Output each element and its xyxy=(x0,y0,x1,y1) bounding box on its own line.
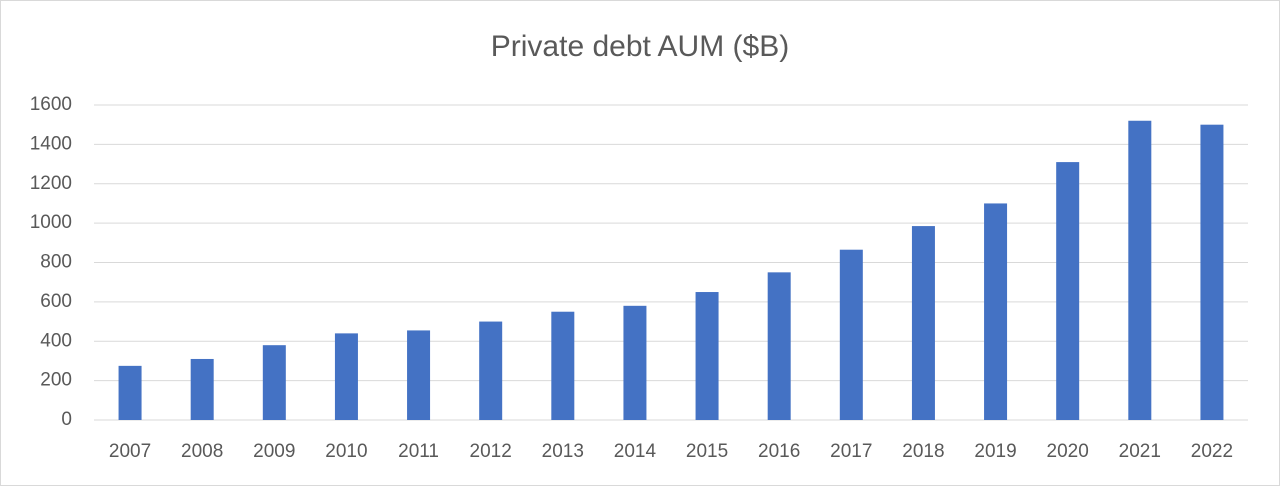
chart-title: Private debt AUM ($B) xyxy=(491,30,789,63)
bar xyxy=(984,203,1008,420)
bar xyxy=(262,345,286,420)
x-tick-label: 2020 xyxy=(1047,441,1089,462)
x-tick-label: 2022 xyxy=(1191,441,1233,462)
bar xyxy=(479,321,503,420)
x-tick-label: 2021 xyxy=(1119,441,1161,462)
x-tick-label: 2013 xyxy=(542,441,584,462)
bar xyxy=(1128,120,1152,420)
x-tick-label: 2017 xyxy=(830,441,872,462)
x-tick-label: 2008 xyxy=(181,441,223,462)
x-tick-label: 2016 xyxy=(758,441,800,462)
x-tick-label: 2012 xyxy=(470,441,512,462)
x-tick-label: 2007 xyxy=(109,441,151,462)
x-tick-label: 2010 xyxy=(325,441,367,462)
y-tick-label: 1000 xyxy=(30,212,72,233)
y-tick-label: 1400 xyxy=(30,133,72,154)
x-tick-label: 2014 xyxy=(614,441,657,462)
x-tick-label: 2011 xyxy=(398,441,439,462)
bar xyxy=(695,292,719,420)
y-tick-label: 600 xyxy=(40,291,72,312)
x-tick-label: 2015 xyxy=(686,441,728,462)
y-tick-label: 0 xyxy=(61,409,72,430)
bar xyxy=(767,272,791,420)
bar xyxy=(839,249,863,420)
x-tick-label: 2019 xyxy=(974,441,1016,462)
y-tick-label: 1200 xyxy=(30,173,72,194)
bar xyxy=(190,358,214,420)
y-tick-label: 800 xyxy=(40,252,72,273)
bar xyxy=(1056,162,1080,420)
bar xyxy=(407,330,431,420)
x-tick-label: 2009 xyxy=(253,441,295,462)
y-tick-label: 1600 xyxy=(30,94,72,115)
x-tick-label: 2018 xyxy=(902,441,944,462)
bar xyxy=(1200,124,1224,420)
bar xyxy=(118,365,142,420)
bar xyxy=(551,311,575,420)
y-tick-label: 400 xyxy=(40,330,72,351)
y-tick-label: 200 xyxy=(40,370,72,391)
bar xyxy=(334,333,358,420)
bar xyxy=(623,305,647,420)
bar xyxy=(911,226,935,420)
